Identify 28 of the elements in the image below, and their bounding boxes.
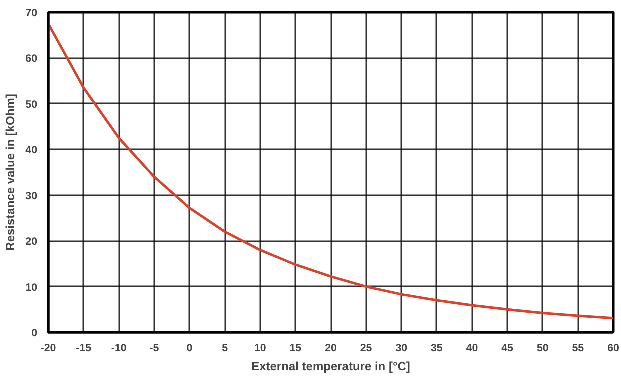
x-tick-label: 35 [431, 342, 443, 354]
y-tick-label: 0 [32, 328, 38, 340]
x-axis-title: External temperature in [°C] [252, 360, 410, 374]
y-tick-label: 30 [26, 190, 38, 202]
y-tick-label: 60 [26, 53, 38, 66]
y-tick-label: 70 [26, 8, 38, 20]
x-tick-label: 0 [186, 342, 193, 354]
x-tick-label: -5 [150, 342, 160, 354]
x-tick-label: 30 [396, 342, 408, 354]
x-tick-label: 25 [360, 342, 372, 354]
y-tick-label: 50 [26, 98, 38, 111]
x-tick-label: 10 [254, 342, 266, 354]
x-tick-label: -10 [111, 342, 127, 354]
x-tick-label: 45 [502, 342, 514, 354]
y-tick-label: 40 [26, 144, 38, 157]
y-axis-title: Resistance value in [kOhm] [4, 94, 18, 251]
x-tick-label: 15 [290, 342, 302, 354]
x-tick-label: 20 [325, 342, 337, 354]
y-tick-label: 10 [26, 282, 38, 294]
x-tick-label: -15 [76, 342, 92, 354]
x-tick-label: 60 [608, 342, 620, 354]
x-tick-label: 40 [466, 342, 478, 354]
x-tick-label: -20 [40, 342, 56, 354]
y-tick-label: 20 [26, 236, 38, 248]
x-tick-label: 50 [536, 342, 549, 354]
x-tick-label: 5 [222, 342, 228, 354]
line-series [48, 22, 614, 320]
x-tick-label: 55 [572, 342, 584, 354]
